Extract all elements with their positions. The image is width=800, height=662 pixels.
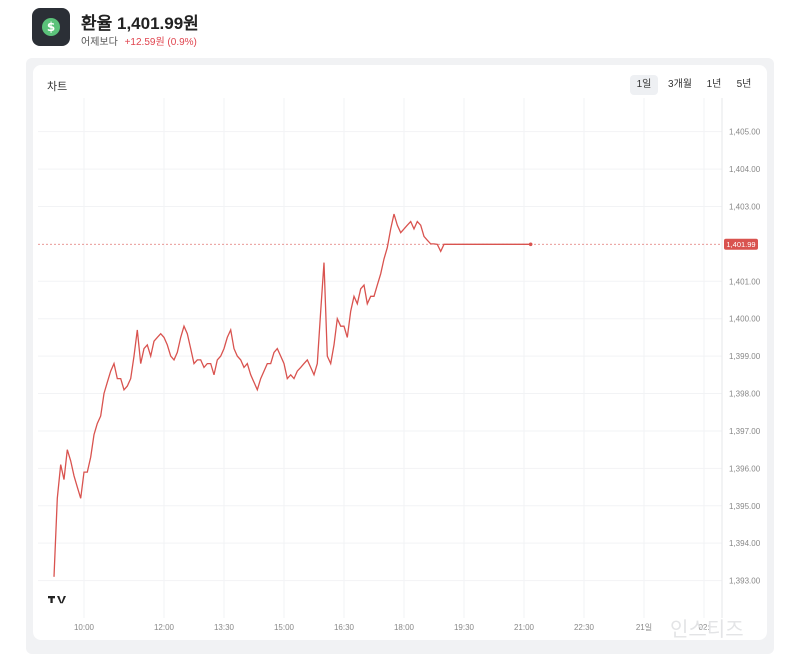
exchange-rate-title: 환율 1,401.99원 <box>81 14 199 33</box>
x-tick-label: 13:30 <box>214 623 235 632</box>
daily-change: 어제보다 +12.59원 (0.9%) <box>81 33 197 48</box>
x-tick-label: 21일 <box>636 623 652 632</box>
x-tick-label: 21:00 <box>514 623 535 632</box>
price-tag: 1,401.99 <box>724 238 758 250</box>
y-tick-label: 1,396.00 <box>729 464 761 473</box>
x-tick-label: 18:00 <box>394 623 415 632</box>
tab-3m[interactable]: 3개월 <box>668 79 692 90</box>
y-tick-label: 1,394.00 <box>729 539 761 548</box>
tab-1d[interactable]: 1일 <box>630 75 658 95</box>
x-tick-label: 10:00 <box>74 623 95 632</box>
x-tick-label: 22:30 <box>574 623 595 632</box>
x-tick-label: 02: <box>698 623 709 632</box>
y-tick-label: 1,395.00 <box>729 502 761 511</box>
dollar-sign-icon: $ <box>42 18 60 36</box>
y-tick-label: 1,400.00 <box>729 315 761 324</box>
chart-card-title: 차트 <box>47 81 68 93</box>
chart-card <box>33 65 767 640</box>
tab-1y[interactable]: 1년 <box>706 79 722 90</box>
tab-5y[interactable]: 5년 <box>736 79 752 90</box>
last-point <box>528 242 533 247</box>
y-tick-label: 1,399.00 <box>729 352 761 361</box>
tradingview-logo-icon[interactable] <box>43 590 67 610</box>
x-tick-label: 15:00 <box>274 623 295 632</box>
price-tag-label: 1,401.99 <box>726 240 755 249</box>
y-tick-label: 1,403.00 <box>729 202 761 211</box>
y-tick-label: 1,398.00 <box>729 390 761 399</box>
y-tick-label: 1,397.00 <box>729 427 761 436</box>
y-tick-label: 1,404.00 <box>729 165 761 174</box>
x-tick-label: 16:30 <box>334 623 355 632</box>
y-tick-label: 1,393.00 <box>729 577 761 586</box>
change-value: +12.59원 (0.9%) <box>124 37 197 48</box>
series-line <box>53 213 531 577</box>
x-tick-label: 12:00 <box>154 623 175 632</box>
y-tick-label: 1,405.00 <box>729 128 761 137</box>
dollar-coin-icon: $ <box>32 8 70 46</box>
x-tick-label: 19:30 <box>454 623 475 632</box>
watermark: 인스티즈 <box>670 617 744 641</box>
change-label: 어제보다 <box>81 37 118 48</box>
y-tick-label: 1,401.00 <box>729 277 761 286</box>
